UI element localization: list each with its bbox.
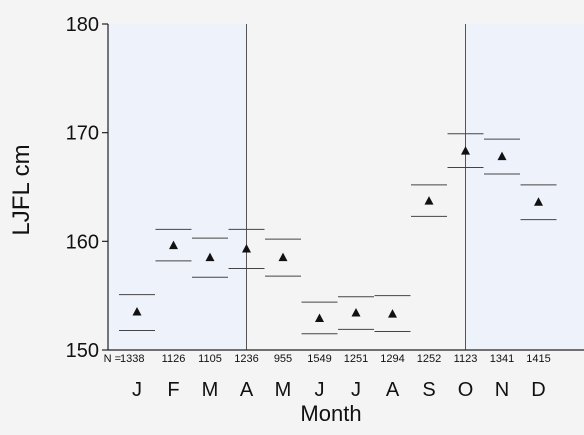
x-tick-label-9: S <box>422 379 435 401</box>
x-tick-label-7: J <box>351 379 361 401</box>
x-tick-label-5: M <box>275 379 292 401</box>
n-count-label: 1415 <box>526 353 550 365</box>
n-count-label: 1341 <box>490 353 514 365</box>
background-layer <box>108 24 584 350</box>
y-axis-label: LJFL cm <box>8 144 35 235</box>
x-tick-label-3: M <box>202 379 219 401</box>
y-tick-label-150: 150 <box>66 340 99 362</box>
n-count-label: 1236 <box>234 353 258 365</box>
n-count-label: 1251 <box>344 353 368 365</box>
x-tick-label-6: J <box>315 379 325 401</box>
shaded-region-1 <box>466 24 584 350</box>
x-tick-label-1: J <box>132 379 142 401</box>
x-tick-label-12: D <box>531 379 545 401</box>
n-prefix-label: N = <box>104 353 121 365</box>
y-tick-label-160: 160 <box>66 231 99 253</box>
x-tick-label-2: F <box>167 379 179 401</box>
x-tick-label-8: A <box>386 379 400 401</box>
mean-marker <box>279 253 288 262</box>
x-tick-label-4: A <box>240 379 254 401</box>
x-axis-label: Month <box>300 401 361 426</box>
n-count-label: 1294 <box>380 353 404 365</box>
n-count-label: 1123 <box>454 353 478 365</box>
n-count-label: 1549 <box>307 353 331 365</box>
mean-marker <box>352 308 361 317</box>
n-count-label: 955 <box>274 353 292 365</box>
mean-marker <box>315 313 324 322</box>
n-count-label: 1126 <box>162 353 186 365</box>
y-tick-label-170: 170 <box>66 123 99 145</box>
n-count-label: 1252 <box>417 353 441 365</box>
mean-marker <box>425 196 434 205</box>
n-count-label: 1338 <box>120 353 144 365</box>
mean-marker <box>388 309 397 318</box>
x-tick-label-10: O <box>458 379 474 401</box>
y-tick-label-180: 180 <box>66 14 99 36</box>
shaded-region-0 <box>108 24 247 350</box>
n-count-label: 1105 <box>198 353 222 365</box>
x-tick-label-11: N <box>495 379 509 401</box>
